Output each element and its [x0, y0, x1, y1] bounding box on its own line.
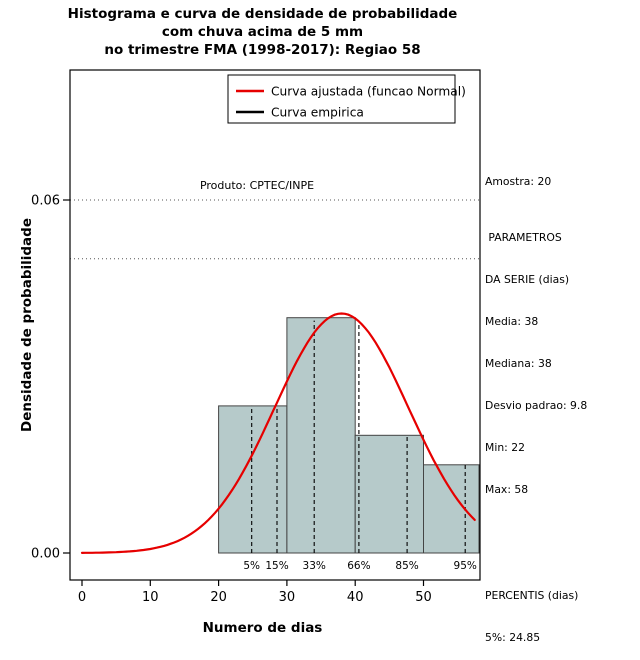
percentile-label: 66% — [347, 560, 370, 572]
stat-desvio: Desvio padrao: 9.8 — [485, 399, 588, 412]
x-tick-label: 30 — [279, 590, 296, 605]
x-tick-label: 50 — [415, 590, 432, 605]
histogram-bar — [354, 434, 425, 554]
stat-max: Max: 58 — [485, 483, 529, 496]
plot-border — [69, 69, 481, 581]
percentiles-block: PERCENTIS (dias) 5%: 24.85 15%: 28.55 33… — [485, 561, 637, 660]
legend-label: Curva ajustada (funcao Normal) — [271, 85, 466, 99]
histogram-bar — [286, 317, 356, 554]
legend-box — [227, 74, 456, 124]
x-axis-title: Numero de dias — [202, 620, 323, 636]
stat-min: Min: 22 — [485, 441, 525, 454]
parameters-header: PARAMETROS — [485, 231, 562, 244]
stat-mediana: Mediana: 38 — [485, 357, 552, 370]
y-tick-label: 0.06 — [31, 194, 60, 209]
percentile-label: 33% — [303, 560, 326, 572]
percentile-label: 85% — [395, 560, 418, 572]
percentile-label: 95% — [454, 560, 477, 572]
x-tick-label: 40 — [347, 590, 364, 605]
stats-panel: Amostra: 20 PARAMETROS DA SERIE (dias) M… — [485, 175, 637, 660]
percentile-label: 15% — [265, 560, 288, 572]
y-tick-label: 0.00 — [31, 547, 60, 562]
sample-size-text: Amostra: 20 — [485, 175, 552, 188]
x-tick-label: 0 — [78, 590, 86, 605]
x-tick-label: 20 — [210, 590, 227, 605]
percentile-label: 5% — [243, 560, 260, 572]
histogram-bar — [423, 464, 480, 554]
x-tick-label: 10 — [142, 590, 159, 605]
legend-label: Curva empirica — [271, 106, 364, 120]
fitted-normal-curve — [80, 312, 476, 554]
title-line-1: Histograma e curva de densidade de proba… — [67, 6, 458, 22]
parameters-block: PARAMETROS DA SERIE (dias) Media: 38 Med… — [485, 203, 637, 525]
parameters-subheader: DA SERIE (dias) — [485, 273, 570, 286]
percentile-5: 5%: 24.85 — [485, 631, 541, 644]
title-line-3: no trimestre FMA (1998-2017): Regiao 58 — [104, 42, 421, 58]
produto-annotation: Produto: CPTEC/INPE — [200, 179, 314, 192]
title-line-2: com chuva acima de 5 mm — [161, 24, 364, 40]
stat-media: Media: 38 — [485, 315, 539, 328]
histogram-bar — [218, 405, 288, 554]
chart-title: Histograma e curva de densidade de proba… — [55, 5, 470, 59]
percentiles-header: PERCENTIS (dias) — [485, 589, 579, 602]
